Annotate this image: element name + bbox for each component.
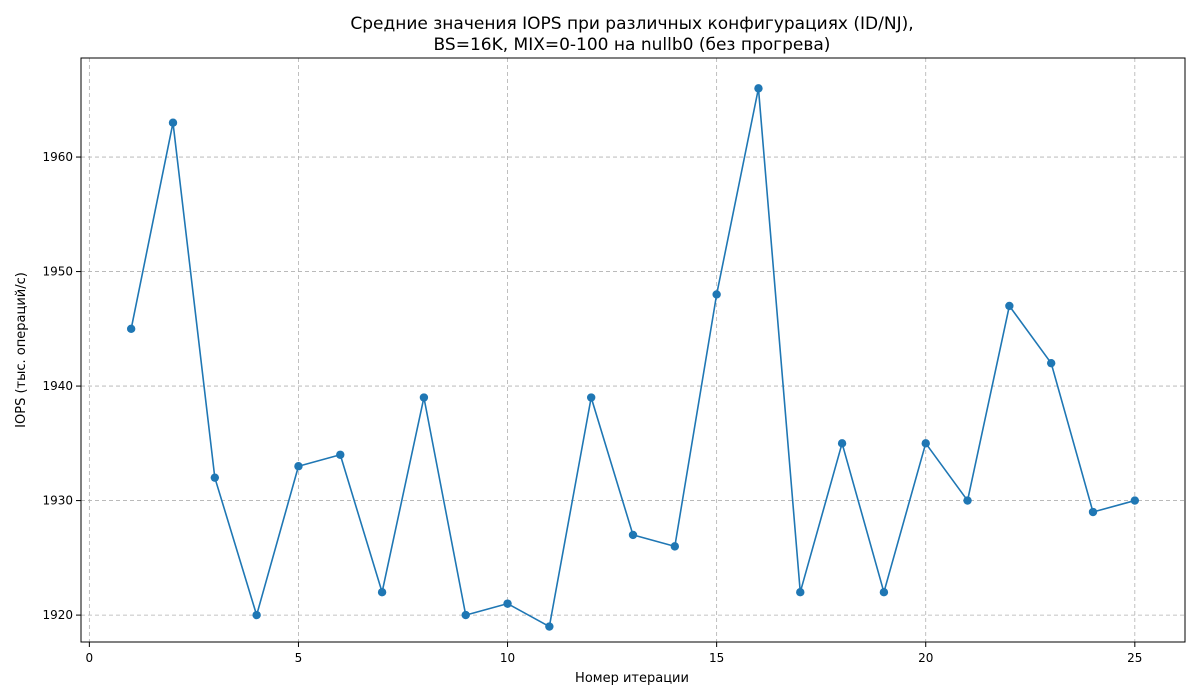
- data-point-marker: [461, 610, 470, 620]
- data-point-marker: [168, 118, 178, 127]
- data-point-marker: [1130, 496, 1140, 505]
- series-line: [130, 87, 1136, 628]
- data-point-marker: [1046, 358, 1056, 368]
- y-tick-label: 1940: [42, 379, 73, 393]
- x-tick-label: 5: [295, 651, 303, 665]
- grid-lines: [81, 58, 1185, 642]
- y-axis-ticks: 1920 1930 1940 1950 1960: [42, 150, 81, 622]
- x-tick-label: 10: [500, 651, 515, 665]
- x-tick-label: 20: [918, 651, 933, 665]
- y-tick-label: 1930: [42, 494, 73, 508]
- x-tick-label: 15: [709, 651, 724, 665]
- y-tick-label: 1950: [42, 265, 73, 279]
- chart-title-line-2: BS=16K, MIX=0-100 на nullb0 (без прогрев…: [434, 35, 831, 55]
- data-point-marker: [628, 530, 638, 540]
- y-tick-label: 1960: [42, 150, 73, 164]
- x-axis-ticks: 0 5 10 15 20 25: [86, 642, 1142, 665]
- data-point-marker: [294, 462, 303, 471]
- data-point-marker: [586, 393, 596, 402]
- data-point-marker: [126, 324, 136, 334]
- data-point-marker: [1005, 301, 1014, 311]
- data-point-marker: [796, 587, 805, 597]
- plot-area-frame: [80, 57, 1186, 643]
- y-axis-label: IOPS (тыс. операций/с): [14, 272, 29, 428]
- data-point-marker: [419, 393, 429, 402]
- data-point-marker: [210, 473, 220, 482]
- x-tick-label: 0: [86, 651, 94, 665]
- data-point-marker: [336, 450, 345, 459]
- data-point-marker: [1088, 507, 1098, 517]
- x-axis-label: Номер итерации: [575, 671, 689, 686]
- data-point-marker: [252, 610, 261, 620]
- chart-title-line-1: Средние значения IOPS при различных конф…: [350, 14, 913, 34]
- x-tick-label: 25: [1127, 651, 1142, 665]
- y-tick-label: 1920: [42, 608, 73, 622]
- data-point-marker: [503, 599, 512, 608]
- data-point-marker: [712, 290, 721, 299]
- data-point-marker: [921, 439, 930, 448]
- data-point-marker: [879, 587, 889, 597]
- data-point-marker: [545, 622, 554, 631]
- data-point-marker: [377, 587, 387, 597]
- data-series: [126, 84, 1140, 631]
- data-point-marker: [837, 439, 847, 448]
- data-point-marker: [963, 496, 972, 505]
- data-point-marker: [670, 542, 680, 551]
- data-point-marker: [754, 84, 763, 93]
